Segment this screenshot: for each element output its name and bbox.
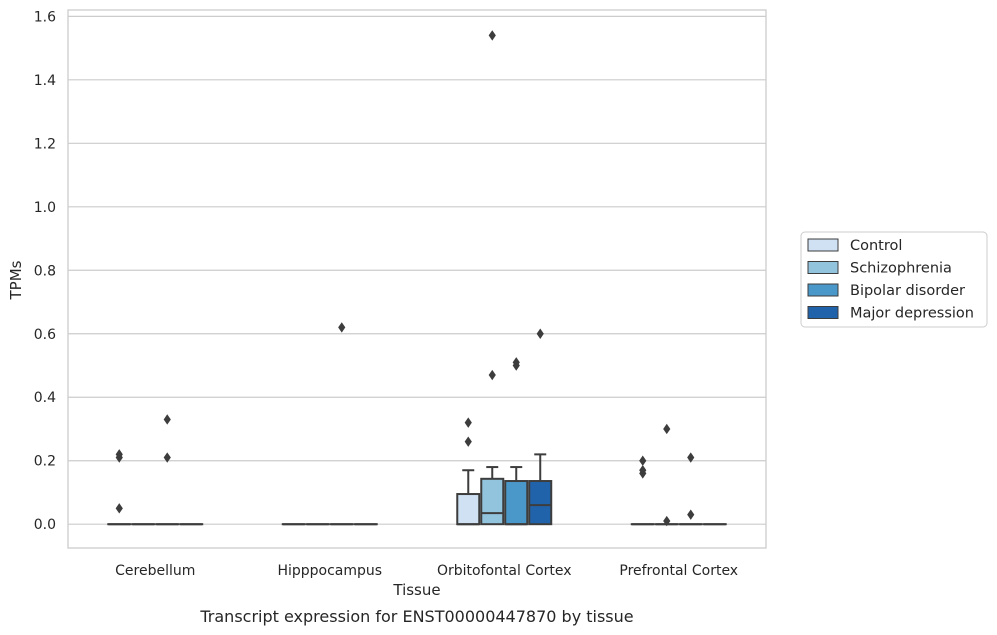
outlier-point xyxy=(464,436,472,447)
legend-frame xyxy=(800,231,988,328)
y-tick-label: 1.2 xyxy=(34,136,56,152)
box-group xyxy=(654,423,679,527)
outlier-point xyxy=(163,452,171,463)
outlier-point xyxy=(163,414,171,425)
box-group xyxy=(155,414,180,526)
outlier-point xyxy=(639,465,647,476)
x-axis-ticks: Cerebellum Hipppocampus Orbitofontal Corte… xyxy=(115,563,738,579)
box-group xyxy=(456,417,481,526)
x-tick-label: Cerebellum xyxy=(115,563,195,579)
outlier-point xyxy=(464,417,472,428)
x-tick-label: Orbitofontal Cortex xyxy=(437,563,572,579)
y-tick-label: 0.2 xyxy=(34,454,56,470)
box-group xyxy=(528,328,553,526)
x-axis-label: Tissue xyxy=(392,581,440,599)
outlier-point xyxy=(687,452,695,463)
y-axis-label: TPMs xyxy=(7,260,25,300)
box xyxy=(528,480,553,526)
y-tick-label: 0.4 xyxy=(34,390,56,406)
y-tick-label: 0.8 xyxy=(34,263,56,279)
legend-swatch xyxy=(807,306,839,319)
gridlines xyxy=(68,15,766,525)
outlier-point xyxy=(488,30,496,41)
outlier-point xyxy=(512,357,520,368)
outlier-point xyxy=(639,455,647,466)
legend-label: Schizophrenia xyxy=(850,261,952,277)
legend-label: Bipolar disorder xyxy=(850,283,965,299)
box-group xyxy=(630,455,655,526)
box-group xyxy=(504,357,529,526)
y-axis-ticks: 0.0 0.2 0.4 0.6 0.8 1.0 1.2 1.4 1.6 xyxy=(34,9,56,533)
outlier-point xyxy=(115,503,123,514)
legend-swatch xyxy=(807,283,839,297)
chart-caption: Transcript expression for ENST0000044787… xyxy=(199,607,633,626)
outlier-point xyxy=(488,369,496,381)
outlier-point xyxy=(115,449,123,460)
y-tick-label: 0.0 xyxy=(34,517,56,533)
outlier-point xyxy=(663,515,671,527)
outlier-point xyxy=(687,509,695,520)
box-group xyxy=(107,449,132,526)
outlier-point xyxy=(663,423,671,435)
y-tick-label: 1.0 xyxy=(34,200,56,216)
legend-label: Control xyxy=(850,238,902,254)
box-series xyxy=(107,30,727,527)
plot-area-frame xyxy=(67,9,767,549)
box xyxy=(456,493,481,526)
y-tick-label: 0.6 xyxy=(34,327,56,343)
box-group xyxy=(678,452,703,526)
y-tick-label: 1.4 xyxy=(34,73,56,89)
x-tick-label: Prefrontal Cortex xyxy=(619,563,738,579)
x-tick-label: Hipppocampus xyxy=(277,563,382,579)
y-tick-label: 1.6 xyxy=(34,9,56,25)
box xyxy=(480,477,505,526)
outlier-point xyxy=(338,322,346,333)
legend: Control Schizophrenia Bipolar disorder Majo… xyxy=(800,231,988,328)
legend-label: Major depression xyxy=(850,306,974,322)
box-group xyxy=(329,322,354,526)
outlier-point xyxy=(536,328,544,339)
legend-swatch xyxy=(807,238,839,252)
box xyxy=(504,480,529,526)
legend-swatch xyxy=(807,261,839,274)
box-group xyxy=(480,30,505,526)
